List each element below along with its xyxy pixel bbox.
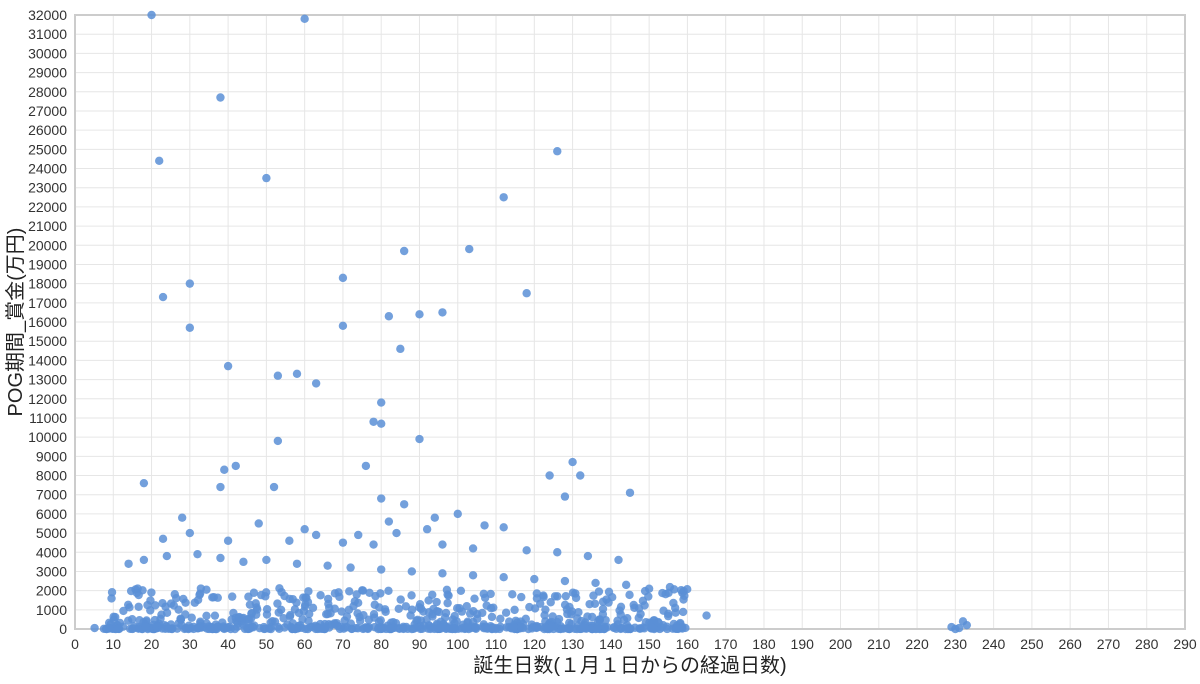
- svg-text:21000: 21000: [28, 218, 67, 234]
- svg-text:80: 80: [373, 636, 389, 652]
- svg-text:40: 40: [220, 636, 236, 652]
- svg-text:160: 160: [676, 636, 700, 652]
- svg-text:16000: 16000: [28, 314, 67, 330]
- svg-text:230: 230: [944, 636, 968, 652]
- scatter-chart: 0 10 20 30 40 50 60 70 80 90 100 110 120 130 140 150 160…: [0, 0, 1200, 684]
- svg-text:10: 10: [105, 636, 121, 652]
- chart-container: 0 10 20 30 40 50 60 70 80 90 100 110 120 130 140 150 160…: [0, 0, 1200, 684]
- svg-text:220: 220: [905, 636, 929, 652]
- svg-text:200: 200: [829, 636, 853, 652]
- svg-text:3000: 3000: [36, 563, 67, 579]
- svg-text:8000: 8000: [36, 468, 67, 484]
- svg-text:14000: 14000: [28, 352, 67, 368]
- svg-text:190: 190: [791, 636, 815, 652]
- svg-text:11000: 11000: [29, 410, 67, 426]
- svg-text:12000: 12000: [28, 391, 67, 407]
- svg-text:2000: 2000: [36, 583, 67, 599]
- svg-text:90: 90: [412, 636, 428, 652]
- svg-text:5000: 5000: [36, 525, 67, 541]
- svg-text:9000: 9000: [36, 448, 67, 464]
- svg-text:19000: 19000: [28, 256, 67, 272]
- svg-text:240: 240: [982, 636, 1006, 652]
- svg-text:23000: 23000: [28, 180, 67, 196]
- svg-text:120: 120: [523, 636, 547, 652]
- svg-text:170: 170: [714, 636, 738, 652]
- svg-text:20000: 20000: [28, 237, 67, 253]
- svg-text:210: 210: [867, 636, 891, 652]
- y-axis-label: POG期間_賞金(万円): [4, 228, 27, 417]
- svg-text:7000: 7000: [36, 487, 67, 503]
- svg-text:22000: 22000: [28, 199, 67, 215]
- svg-text:30000: 30000: [28, 45, 67, 61]
- svg-text:25000: 25000: [28, 141, 67, 157]
- svg-text:70: 70: [335, 636, 351, 652]
- svg-text:32000: 32000: [28, 7, 67, 23]
- svg-text:110: 110: [485, 636, 508, 652]
- svg-text:4000: 4000: [36, 544, 67, 560]
- svg-text:260: 260: [1058, 636, 1082, 652]
- svg-text:280: 280: [1135, 636, 1159, 652]
- svg-text:29000: 29000: [28, 65, 67, 81]
- svg-text:28000: 28000: [28, 84, 67, 100]
- svg-text:24000: 24000: [28, 161, 67, 177]
- svg-text:26000: 26000: [28, 122, 67, 138]
- svg-text:180: 180: [752, 636, 776, 652]
- svg-text:250: 250: [1020, 636, 1044, 652]
- svg-text:13000: 13000: [28, 372, 67, 388]
- svg-text:27000: 27000: [28, 103, 67, 119]
- svg-text:31000: 31000: [28, 26, 67, 42]
- svg-text:17000: 17000: [28, 295, 67, 311]
- svg-text:50: 50: [259, 636, 275, 652]
- svg-text:130: 130: [561, 636, 585, 652]
- svg-text:10000: 10000: [28, 429, 67, 445]
- svg-text:60: 60: [297, 636, 313, 652]
- svg-text:150: 150: [637, 636, 661, 652]
- svg-text:140: 140: [599, 636, 623, 652]
- svg-text:290: 290: [1173, 636, 1197, 652]
- svg-text:0: 0: [59, 621, 67, 637]
- svg-text:30: 30: [182, 636, 198, 652]
- svg-text:0: 0: [71, 636, 79, 652]
- svg-text:100: 100: [446, 636, 470, 652]
- svg-text:1000: 1000: [36, 602, 67, 618]
- svg-text:6000: 6000: [36, 506, 67, 522]
- svg-text:18000: 18000: [28, 276, 67, 292]
- svg-text:270: 270: [1097, 636, 1121, 652]
- svg-text:15000: 15000: [28, 333, 67, 349]
- svg-text:20: 20: [144, 636, 160, 652]
- x-axis-label: 誕生日数(１月１日からの経過日数): [473, 654, 786, 677]
